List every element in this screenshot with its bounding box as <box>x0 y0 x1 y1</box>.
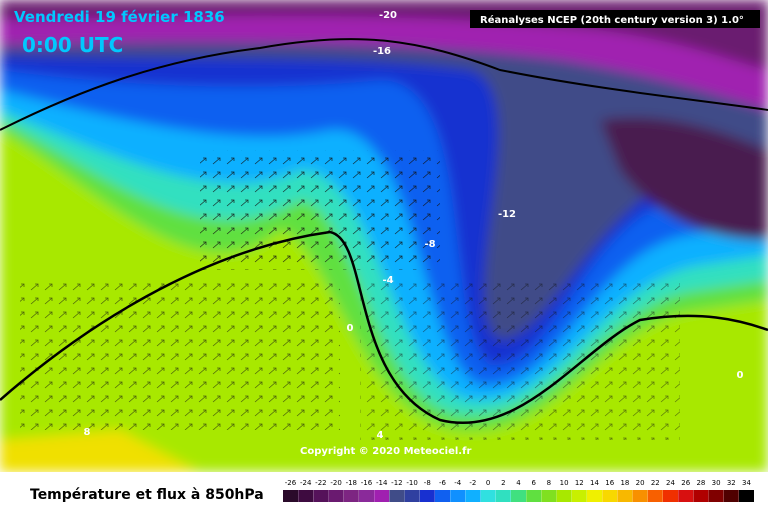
colorbar-label: -8 <box>424 479 431 487</box>
colorbar-label: 30 <box>712 479 721 487</box>
colorbar-label: 6 <box>531 479 536 487</box>
colorbar-swatch <box>663 490 678 502</box>
colorbar-swatch <box>283 490 298 502</box>
colorbar-swatch <box>632 490 648 502</box>
colorbar-label: 20 <box>636 479 645 487</box>
colorbar-label: 18 <box>620 479 629 487</box>
contour-label: -20 <box>379 10 397 21</box>
colorbar-label: -24 <box>300 479 312 487</box>
colorbar-label: 10 <box>560 479 569 487</box>
colorbar-swatch <box>541 490 557 502</box>
wind-arrows <box>20 280 340 430</box>
source: Réanalyses NCEP (20th century version 3)… <box>480 14 744 26</box>
colorbar-swatch <box>571 490 587 502</box>
colorbar-label: 28 <box>696 479 705 487</box>
colorbar-label: -2 <box>469 479 476 487</box>
colorbar-label: -4 <box>454 479 462 487</box>
colorbar-swatch <box>374 490 390 502</box>
colorbar-label: 14 <box>590 479 599 487</box>
contour-label: -4 <box>382 275 393 286</box>
colorbar-swatch <box>526 490 542 502</box>
colorbar-label: 26 <box>681 479 690 487</box>
colorbar-label: -20 <box>330 479 341 487</box>
contour-label: 4 <box>377 430 384 441</box>
colorbar-swatch <box>419 490 435 502</box>
colorbar-label: 0 <box>486 479 490 487</box>
zero-isotherm <box>0 230 768 425</box>
colorbar-swatch <box>739 490 754 502</box>
wind-arrows <box>200 150 440 270</box>
colorbar-label: 12 <box>575 479 584 487</box>
colorbar-label: -18 <box>346 479 357 487</box>
wind-arrows <box>360 280 680 440</box>
colorbar-label: -12 <box>391 479 402 487</box>
colorbar-swatch <box>328 490 344 502</box>
colorbar-swatch <box>678 490 694 502</box>
colorbar-swatch <box>480 490 496 502</box>
source-box <box>470 10 760 28</box>
colorbar-swatch <box>587 490 602 502</box>
colorbar-label: -14 <box>376 479 388 487</box>
colorbar-swatch <box>693 490 709 502</box>
isotherm <box>0 38 768 131</box>
colorbar-swatch <box>602 490 618 502</box>
contour-label: 0 <box>737 370 744 381</box>
colorbar-label: 4 <box>516 479 521 487</box>
colorbar-label: 8 <box>547 479 551 487</box>
colorbar-swatch <box>359 490 374 502</box>
colorbar-swatch <box>343 490 359 502</box>
footer-title: Température et flux à 850hPa <box>30 487 264 503</box>
colorbar-swatch <box>404 490 420 502</box>
colorbar-swatch <box>647 490 663 502</box>
colorbar-swatch <box>435 490 450 502</box>
colorbar-swatch <box>298 490 314 502</box>
colorbar-swatch <box>617 490 633 502</box>
contour-label: -8 <box>424 239 435 250</box>
colorbar-label: -16 <box>361 479 373 487</box>
colorbar-swatch <box>313 490 329 502</box>
colorbar-swatch <box>465 490 481 502</box>
date: Vendredi 19 février 1836 <box>14 8 225 26</box>
colorbar-label: -22 <box>315 479 326 487</box>
colorbar-label: 16 <box>605 479 614 487</box>
colorbar-swatch <box>556 490 572 502</box>
colorbar-label: 32 <box>727 479 736 487</box>
contour-label: 0 <box>347 323 354 334</box>
colorbar-swatch <box>450 490 466 502</box>
colorbar-label: 2 <box>501 479 505 487</box>
contour-labels: -20 -16 -12 -8 -4 0 4 8 0 <box>84 10 744 441</box>
colorbar-label: 24 <box>666 479 675 487</box>
colorbar-swatch <box>389 490 405 502</box>
colorbar-swatch <box>723 490 739 502</box>
contour-label: 8 <box>84 427 91 438</box>
colorbar-swatch <box>495 490 511 502</box>
colorbar-label: 22 <box>651 479 660 487</box>
colorbar-label: 34 <box>742 479 751 487</box>
colorbar-label: -10 <box>406 479 417 487</box>
colorbar: -26 -24 -22 -20 -18 -16 -14 -12 -10 -8 -6 -4 -2 0 2 4 6 8… <box>283 479 754 502</box>
colorbar-label: -26 <box>285 479 297 487</box>
contour-label: -12 <box>498 209 516 220</box>
copyright: Copyright © 2020 Meteociel.fr <box>300 446 471 457</box>
colorbar-swatch <box>708 490 724 502</box>
contour-label: -16 <box>373 46 391 57</box>
time: 0:00 UTC <box>22 33 123 57</box>
colorbar-label: -6 <box>439 479 447 487</box>
colorbar-swatch <box>511 490 526 502</box>
